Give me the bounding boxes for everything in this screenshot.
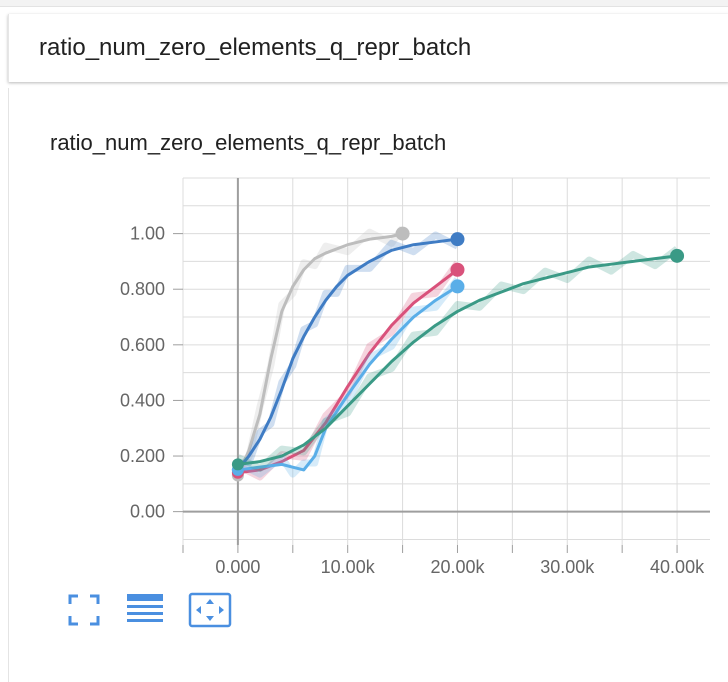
data-table-icon <box>127 594 163 622</box>
chart-title: ratio_num_zero_elements_q_repr_batch <box>50 130 447 155</box>
x-tick-label: 30.00k <box>540 557 595 577</box>
y-tick-label: 0.200 <box>120 446 165 466</box>
y-tick-label: 0.00 <box>130 502 165 522</box>
x-tick-label: 40.00k <box>650 557 705 577</box>
series-line <box>236 237 458 471</box>
series-end-point <box>395 226 410 241</box>
x-tick-label: 20.00k <box>430 557 485 577</box>
series-line <box>236 232 403 477</box>
x-tick-label: 10.00k <box>321 557 376 577</box>
y-tick-label: 0.400 <box>120 390 165 410</box>
series-raw-line <box>236 246 680 473</box>
card-header-title: ratio_num_zero_elements_q_repr_batch <box>39 34 472 61</box>
fit-domain-icon <box>188 592 232 628</box>
y-tick-label: 0.600 <box>120 335 165 355</box>
data-table-button[interactable] <box>126 592 163 628</box>
series-4 <box>231 246 685 473</box>
chart-series <box>231 226 685 482</box>
series-end-point <box>450 262 465 277</box>
series-line <box>237 254 678 466</box>
series-end-point <box>450 232 465 247</box>
y-tick-label: 1.00 <box>130 224 165 244</box>
card-header[interactable]: ratio_num_zero_elements_q_repr_batch <box>8 14 728 82</box>
series-end-point <box>450 279 465 294</box>
chart-axes <box>183 178 710 545</box>
top-strip <box>0 0 728 7</box>
fullscreen-icon <box>68 594 100 626</box>
x-tick-label: 0.000 <box>215 557 260 577</box>
y-axis-ticks: 0.00 0.200 0.400 0.600 0.800 1.00 <box>120 224 183 522</box>
series-start-point <box>231 458 244 471</box>
series-end-point <box>670 248 685 263</box>
fit-domain-button[interactable] <box>188 592 232 628</box>
y-tick-label: 0.800 <box>120 279 165 299</box>
x-axis-ticks: 0.000 10.00k 20.00k 30.00k 40.00k <box>182 545 705 577</box>
chart-grid <box>182 177 710 545</box>
fullscreen-button[interactable] <box>66 592 102 628</box>
